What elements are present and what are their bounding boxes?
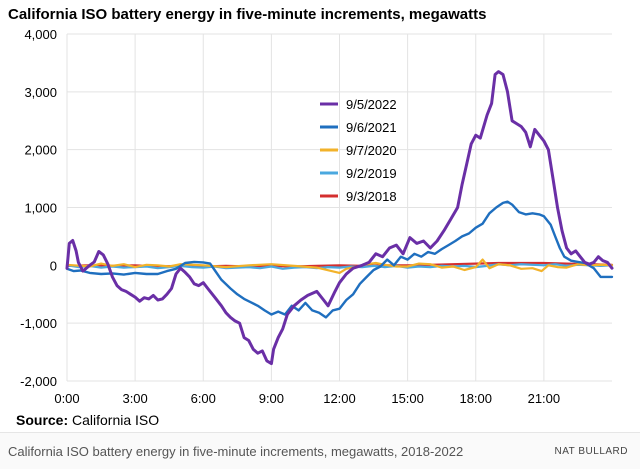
x-tick-label: 0:00 bbox=[54, 391, 79, 406]
y-tick-label: 4,000 bbox=[24, 27, 57, 42]
x-tick-label: 21:00 bbox=[528, 391, 561, 406]
chart-title: California ISO battery energy in five-mi… bbox=[8, 6, 487, 23]
y-tick-label: 2,000 bbox=[24, 143, 57, 158]
series-line bbox=[65, 70, 614, 366]
series-line bbox=[65, 258, 614, 274]
page-footer: California ISO battery energy in five-mi… bbox=[0, 432, 640, 469]
legend-label: 9/5/2022 bbox=[346, 97, 397, 112]
y-tick-label: 3,000 bbox=[24, 85, 57, 100]
source-label: Source: bbox=[16, 412, 69, 428]
x-tick-label: 3:00 bbox=[122, 391, 147, 406]
series-line bbox=[65, 263, 614, 270]
legend-label: 9/3/2018 bbox=[346, 189, 397, 204]
series-lines bbox=[65, 70, 614, 366]
footer-credit: NAT BULLARD bbox=[554, 446, 628, 457]
x-tick-label: 6:00 bbox=[191, 391, 216, 406]
legend-label: 9/2/2019 bbox=[346, 166, 397, 181]
source-value: California ISO bbox=[72, 412, 160, 428]
y-axis-ticks: -2,000 -1,000 0 1,000 2,000 3,000 4,000 bbox=[20, 27, 57, 389]
series-line bbox=[65, 261, 614, 268]
legend-label: 9/6/2021 bbox=[346, 120, 397, 135]
footer-caption: California ISO battery energy in five-mi… bbox=[8, 444, 464, 459]
x-axis-ticks: 0:00 3:00 6:00 9:00 12:00 15:00 18:00 21:00 bbox=[54, 391, 560, 406]
legend: 9/5/2022 9/6/2021 9/7/2020 9/2/2019 9/3/2018 bbox=[320, 97, 397, 204]
x-tick-label: 9:00 bbox=[259, 391, 284, 406]
y-tick-label: 1,000 bbox=[24, 201, 57, 216]
y-tick-label: -1,000 bbox=[20, 316, 57, 331]
x-tick-label: 12:00 bbox=[323, 391, 356, 406]
legend-label: 9/7/2020 bbox=[346, 143, 397, 158]
series-line bbox=[65, 200, 614, 319]
x-tick-label: 18:00 bbox=[459, 391, 492, 406]
gridlines bbox=[66, 33, 612, 382]
y-tick-label: -2,000 bbox=[20, 374, 57, 389]
line-chart: -2,000 -1,000 0 1,000 2,000 3,000 4,000 0:00 3:… bbox=[20, 27, 614, 406]
y-tick-label: 0 bbox=[50, 258, 57, 273]
x-tick-label: 15:00 bbox=[391, 391, 424, 406]
source-note: Source: California ISO bbox=[16, 412, 159, 428]
